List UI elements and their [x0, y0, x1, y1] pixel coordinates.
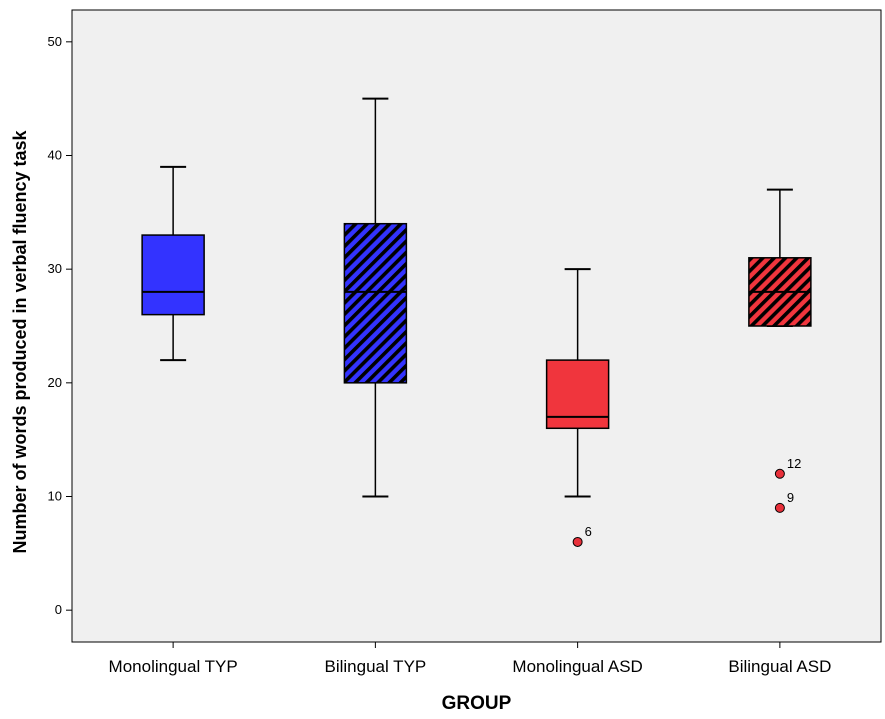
y-axis: 0 10 20 30 40 50 [48, 34, 72, 617]
y-tick-label: 10 [48, 489, 62, 504]
outlier-point [774, 468, 785, 479]
x-tick-label: Bilingual ASD [728, 657, 831, 676]
box-fill [142, 235, 205, 315]
outlier-label: 12 [787, 456, 801, 471]
box-group [141, 165, 205, 362]
x-tick-label: Monolingual ASD [512, 657, 642, 676]
box-hatch [344, 223, 407, 383]
y-axis-title: Number of words produced in verbal fluen… [10, 129, 30, 553]
box-group [343, 97, 408, 498]
x-tick-label: Bilingual TYP [325, 657, 427, 676]
x-axis: Monolingual TYP Bilingual TYP Monolingual … [109, 642, 831, 676]
y-tick-label: 20 [48, 375, 62, 390]
y-tick-label: 50 [48, 34, 62, 49]
boxes: 6 12 9 [141, 97, 812, 547]
outlier-label: 9 [787, 490, 794, 505]
box-group: 6 [545, 268, 610, 547]
y-tick-label: 40 [48, 147, 62, 162]
box-group: 12 9 [748, 188, 812, 513]
outlier-label: 6 [585, 524, 592, 539]
box-fill [546, 360, 609, 429]
box-outline [343, 222, 408, 384]
outlier-point [572, 536, 583, 547]
x-tick-label: Monolingual TYP [109, 657, 238, 676]
box-outline [141, 234, 205, 316]
y-tick-label: 0 [55, 602, 62, 617]
plot-area [71, 9, 882, 643]
box-outline [545, 359, 610, 430]
y-tick-label: 30 [48, 261, 62, 276]
outlier-point [774, 502, 785, 513]
x-axis-title: GROUP [442, 693, 512, 714]
